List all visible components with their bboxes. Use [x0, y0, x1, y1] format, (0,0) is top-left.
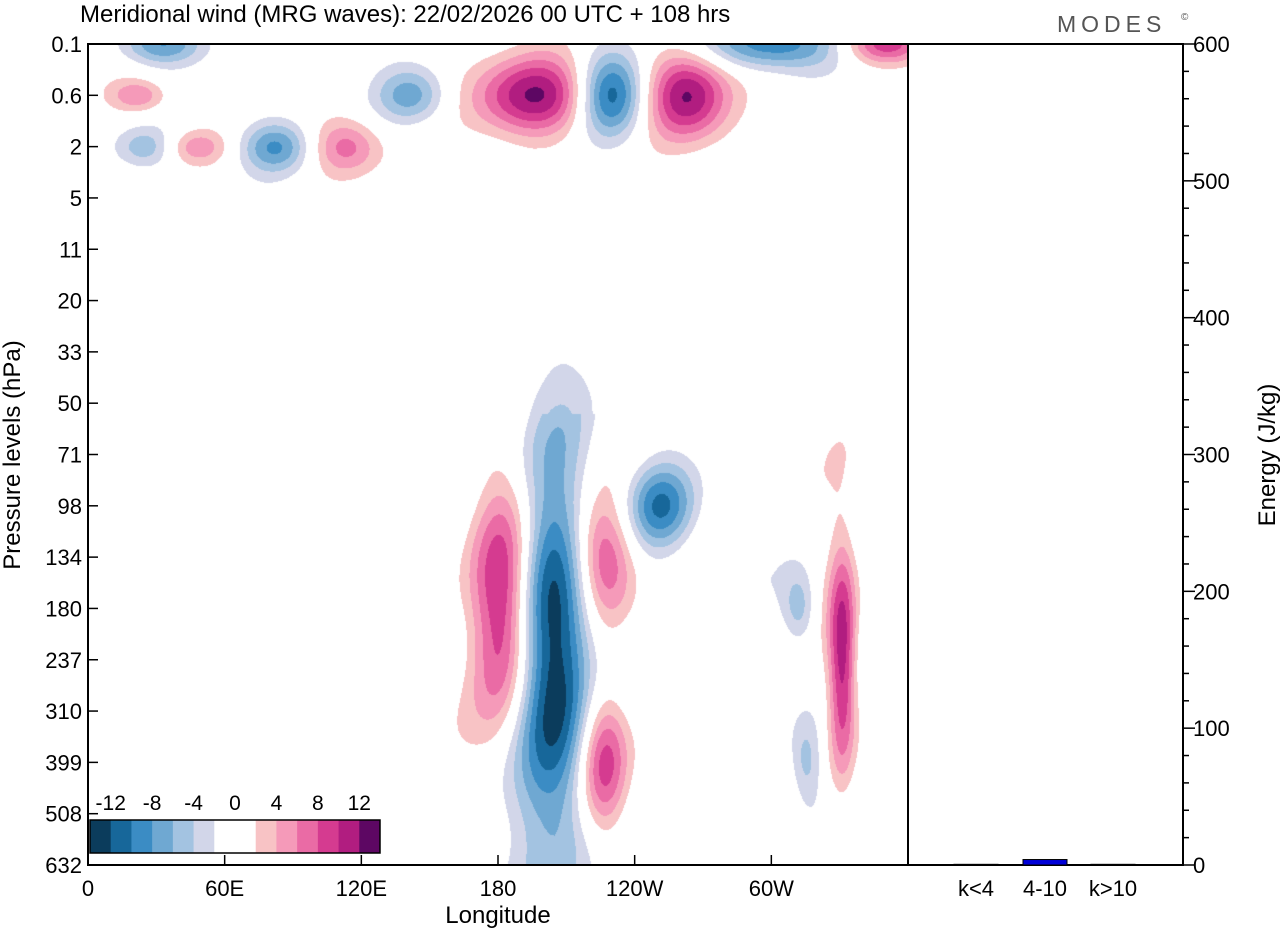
y-tick-label: 310 — [45, 699, 82, 724]
y-tick-label: 33 — [58, 340, 82, 365]
x-tick-label: 60W — [749, 876, 794, 901]
colorbar-tick-label: -12 — [96, 792, 126, 815]
colorbar-swatch — [193, 820, 215, 853]
energy-tick-label: 400 — [1193, 306, 1230, 331]
energy-bar-chart: 0 100 200 300 400 500 600 Energy (J/kg) k<4 4-10 k… — [907, 32, 1280, 901]
colorbar-swatch — [90, 820, 112, 853]
modes-logo: MODES — [1057, 11, 1166, 37]
energy-bar — [953, 863, 999, 866]
colorbar-swatch — [317, 820, 340, 853]
x-tick-label: 120W — [606, 876, 664, 901]
colorbar-tick-label: 12 — [348, 792, 371, 815]
logo-mark: © — [1181, 12, 1189, 23]
colorbar-frame — [89, 819, 381, 854]
y-tick-label: 11 — [59, 237, 82, 262]
colorbar-tick-label: -4 — [184, 792, 203, 815]
colorbar-swatch — [255, 820, 277, 853]
colorbar-tick-label: 0 — [229, 792, 241, 815]
energy-category-label: k>10 — [1089, 876, 1137, 901]
y-tick-label: 632 — [45, 853, 82, 878]
y-tick-label: 180 — [45, 596, 82, 621]
colorbar-swatch — [235, 820, 257, 853]
figure-title: Meridional wind (MRG waves): 22/02/2026 … — [80, 1, 730, 28]
colorbar-tick-label: -8 — [143, 792, 162, 815]
energy-tick-label: 100 — [1193, 716, 1230, 741]
x-tick-label: 60E — [205, 876, 244, 901]
y-tick-label: 399 — [45, 750, 82, 775]
x-tick-label: 180 — [480, 876, 517, 901]
colorbar-swatch — [172, 820, 195, 853]
y-tick-label: 2 — [70, 135, 82, 160]
bar-chart-frame — [907, 43, 1184, 866]
x-tick-label: 0 — [82, 876, 94, 901]
colorbar: -12 -8 -4 0 4 8 12 — [84, 783, 386, 863]
energy-category-label: 4-10 — [1023, 876, 1067, 901]
heatmap-field — [88, 44, 908, 865]
y-tick-label: 20 — [58, 289, 82, 314]
energy-tick-label: 200 — [1193, 579, 1230, 604]
colorbar-swatch — [276, 820, 298, 853]
colorbar-swatch — [131, 820, 153, 853]
y-tick-label: 50 — [58, 391, 82, 416]
y-tick-label: 5 — [70, 186, 82, 211]
colorbar-tick-label: 4 — [271, 792, 283, 815]
x-tick-label: 120E — [336, 876, 387, 901]
energy-bar — [1090, 863, 1136, 866]
energy-category-label: k<4 — [958, 876, 994, 901]
colorbar-swatch — [214, 820, 236, 853]
energy-tick-label: 600 — [1193, 32, 1230, 57]
energy-tick-label: 0 — [1193, 853, 1205, 878]
y-tick-label: 98 — [58, 494, 82, 519]
colorbar-swatch — [297, 820, 319, 853]
y-tick-label: 508 — [45, 802, 82, 827]
wind-field-raster — [88, 44, 908, 865]
y-tick-label: 0.6 — [51, 83, 82, 108]
y-tick-label: 134 — [45, 545, 82, 570]
colorbar-swatch — [338, 820, 360, 853]
energy-tick-label: 500 — [1193, 169, 1230, 194]
energy-axis-label: Energy (J/kg) — [1254, 384, 1280, 527]
y-tick-label: 71 — [58, 443, 82, 468]
colorbar-tick-label: 8 — [312, 792, 324, 815]
colorbar-swatch — [110, 820, 132, 853]
energy-bar — [1022, 859, 1068, 866]
y-axis-label: Pressure levels (hPa) — [0, 340, 26, 569]
colorbar-swatch — [359, 820, 381, 853]
energy-tick-label: 300 — [1193, 443, 1230, 468]
x-axis-label: Longitude — [445, 902, 550, 929]
y-tick-label: 237 — [45, 648, 82, 673]
colorbar-swatch — [152, 820, 174, 853]
y-tick-label: 0.1 — [51, 32, 82, 57]
heatmap-axes: 0.1 0.6 2 5 11 20 33 50 71 98 134 180 237 310 399 508 63… — [0, 32, 909, 929]
